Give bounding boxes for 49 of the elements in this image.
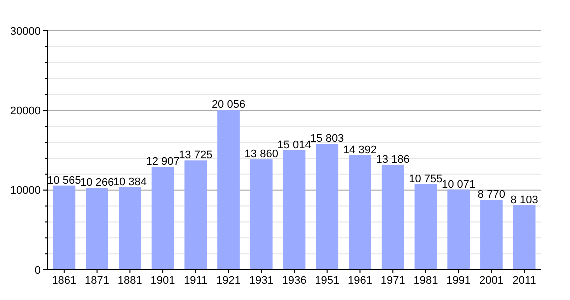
data-label: 13 186 [376,154,410,166]
y-tick-label: 10000 [10,185,41,198]
data-label: 10 565 [48,174,82,187]
bar [250,160,273,270]
bar [218,110,240,270]
x-tick-label: 1931 [249,275,274,287]
data-label: 15 014 [278,139,312,152]
x-tick-label: 1871 [85,275,110,287]
data-label: 13 860 [244,148,278,161]
x-tick-label: 1861 [52,275,77,287]
data-label: 8 103 [510,194,538,206]
bar [414,184,438,270]
bar [382,164,404,270]
data-label: 13 725 [179,150,213,162]
bar [283,150,306,270]
bar [53,186,76,270]
x-tick-label: 1936 [282,275,307,287]
data-label: 10 384 [113,176,147,188]
bar [480,200,503,270]
bar [513,205,536,270]
x-tick-label: 1951 [315,275,340,287]
x-tick-label: 1971 [380,275,406,287]
x-tick-label: 1991 [446,275,472,287]
x-tick-label: 1981 [414,275,438,287]
data-label: 15 803 [310,133,344,146]
data-label: 10 755 [409,173,443,186]
y-tick-label: 0 [34,264,41,277]
data-label: 20 056 [212,99,246,112]
data-label: 14 392 [343,144,378,156]
bar [349,155,372,270]
x-tick-label: 2011 [512,275,536,287]
y-tick-label: 30000 [10,26,41,38]
bar [118,187,142,270]
x-tick-label: 1921 [216,275,242,287]
data-label: 12 907 [146,156,180,168]
data-label: 10 266 [80,177,114,190]
bar [86,188,108,270]
bar [316,144,339,270]
data-label: 10 071 [442,178,476,191]
bar [184,160,208,270]
x-tick-label: 1901 [150,275,176,287]
x-tick-label: 1911 [184,275,208,287]
bar [448,190,470,270]
bar [152,167,174,270]
x-tick-label: 2001 [479,275,504,287]
x-tick-label: 1881 [118,275,142,287]
x-tick-label: 1961 [348,275,372,287]
data-label: 8 770 [478,189,506,202]
y-tick-label: 20000 [10,106,41,118]
